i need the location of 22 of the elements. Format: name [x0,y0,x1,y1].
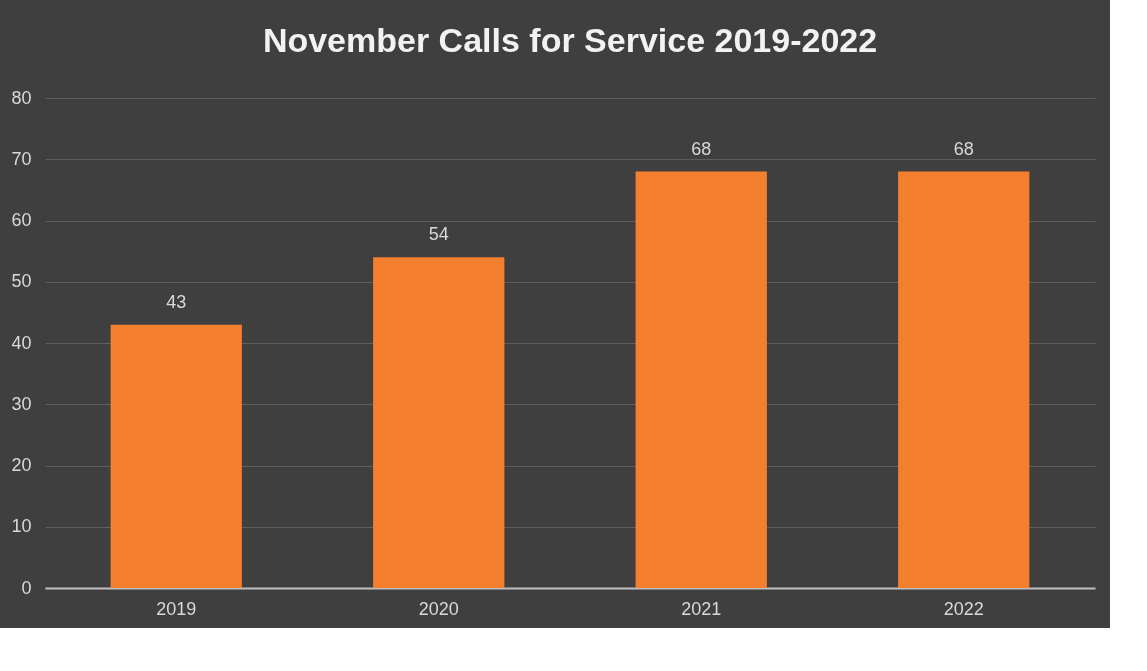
bar [898,171,1030,588]
data-label: 43 [166,291,187,312]
y-tick-label: 70 [11,148,32,169]
chart-title: November Calls for Service 2019-2022 [262,21,878,59]
data-label: 68 [953,138,974,159]
data-label: 68 [691,138,712,159]
y-tick-label: 60 [11,210,32,230]
bar [635,171,767,588]
y-tick-label: 0 [21,577,32,598]
x-tick-label: 2022 [943,598,984,619]
x-tick-label: 2019 [156,598,197,619]
y-tick-label: 50 [11,271,32,292]
y-tick-label: 20 [11,455,32,475]
y-tick-label: 40 [11,332,32,353]
data-label: 54 [428,224,449,245]
y-tick-label: 80 [11,87,32,108]
y-tick-label: 10 [11,516,32,537]
bar [373,257,505,588]
bar [110,324,242,588]
x-tick-label: 2020 [418,598,459,619]
y-tick-label: 30 [11,393,32,414]
x-tick-label: 2021 [681,598,722,619]
